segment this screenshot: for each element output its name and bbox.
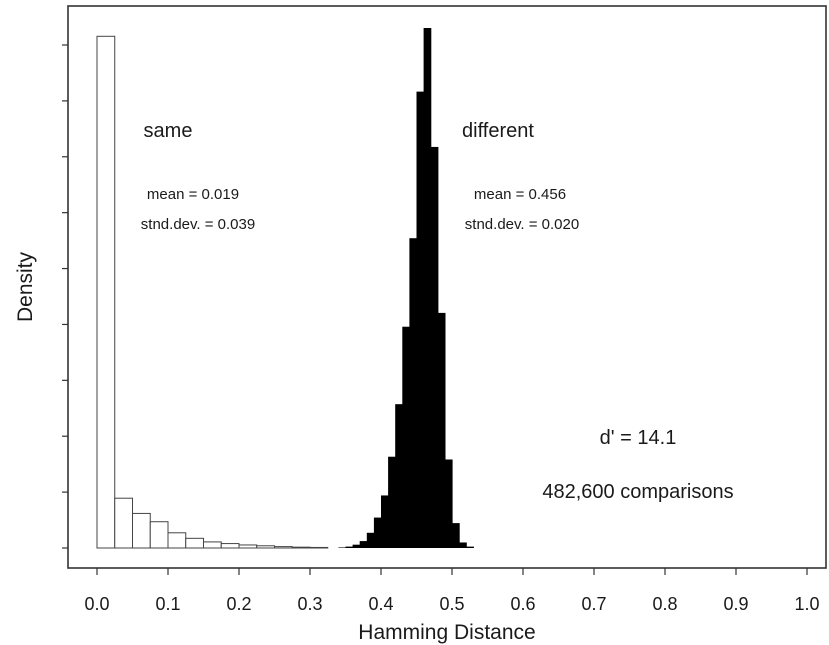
x-tick-label-10: 1.0	[794, 594, 819, 614]
x-tick-label-3: 0.3	[297, 594, 322, 614]
different-bar-9	[402, 326, 410, 548]
different-bar-13	[430, 146, 439, 549]
different-sd: stnd.dev. = 0.020	[465, 216, 579, 233]
same-bar-8	[238, 544, 258, 549]
same-bar-12	[309, 546, 329, 549]
same-series-bars	[96, 35, 329, 549]
different-bar-10	[409, 238, 418, 548]
x-tick-label-0: 0.0	[84, 594, 109, 614]
same-label: same	[144, 120, 193, 142]
different-bar-5	[373, 517, 382, 548]
comparisons-label: 482,600 comparisons	[542, 481, 733, 503]
different-bar-4	[366, 532, 375, 548]
x-tick-label-1: 0.1	[155, 594, 180, 614]
different-bar-12	[423, 28, 432, 548]
same-bar-1	[114, 497, 133, 549]
different-bar-15	[444, 459, 453, 548]
x-tick-label-7: 0.7	[581, 594, 606, 614]
different-bar-14	[437, 312, 446, 548]
same-bar-9	[256, 545, 275, 549]
x-axis-title: Hamming Distance	[358, 621, 535, 644]
same-bar-2	[132, 512, 151, 549]
x-tick-label-9: 0.9	[723, 594, 748, 614]
y-axis-title: Density	[14, 251, 37, 322]
different-bar-11	[416, 91, 425, 549]
different-bar-6	[381, 495, 389, 548]
x-axis-ticks: 0.0 0.1 0.2 0.3 0.4 0.5 0.6 0.7 0.8 0.9 1.0	[84, 568, 820, 614]
x-tick-label-2: 0.2	[226, 594, 251, 614]
same-bar-4	[167, 532, 187, 549]
same-bar-7	[220, 543, 240, 549]
different-mean: mean = 0.456	[474, 186, 566, 203]
same-bar-5	[185, 537, 204, 549]
same-bar-0	[96, 35, 116, 549]
same-sd: stnd.dev. = 0.039	[141, 216, 255, 233]
different-bar-3	[359, 541, 368, 548]
dprime-label: d' = 14.1	[600, 427, 677, 449]
different-bar-8	[395, 404, 403, 548]
different-bar-16	[452, 523, 460, 548]
different-bar-1	[345, 546, 354, 548]
x-tick-label-6: 0.6	[510, 594, 535, 614]
different-bar-18	[466, 546, 474, 548]
same-bar-3	[149, 521, 169, 549]
x-tick-label-5: 0.5	[439, 594, 464, 614]
x-tick-label-8: 0.8	[652, 594, 677, 614]
same-bar-11	[291, 546, 311, 549]
x-tick-label-4: 0.4	[368, 594, 393, 614]
y-axis-ticks	[62, 44, 68, 549]
different-bar-0	[338, 547, 347, 548]
different-label: different	[462, 120, 534, 142]
different-bar-7	[388, 456, 396, 548]
different-bar-2	[352, 544, 361, 548]
same-bar-6	[203, 541, 222, 549]
same-bar-10	[274, 546, 293, 549]
same-mean: mean = 0.019	[147, 186, 239, 203]
different-series-bars	[338, 28, 474, 549]
different-bar-17	[459, 542, 467, 548]
